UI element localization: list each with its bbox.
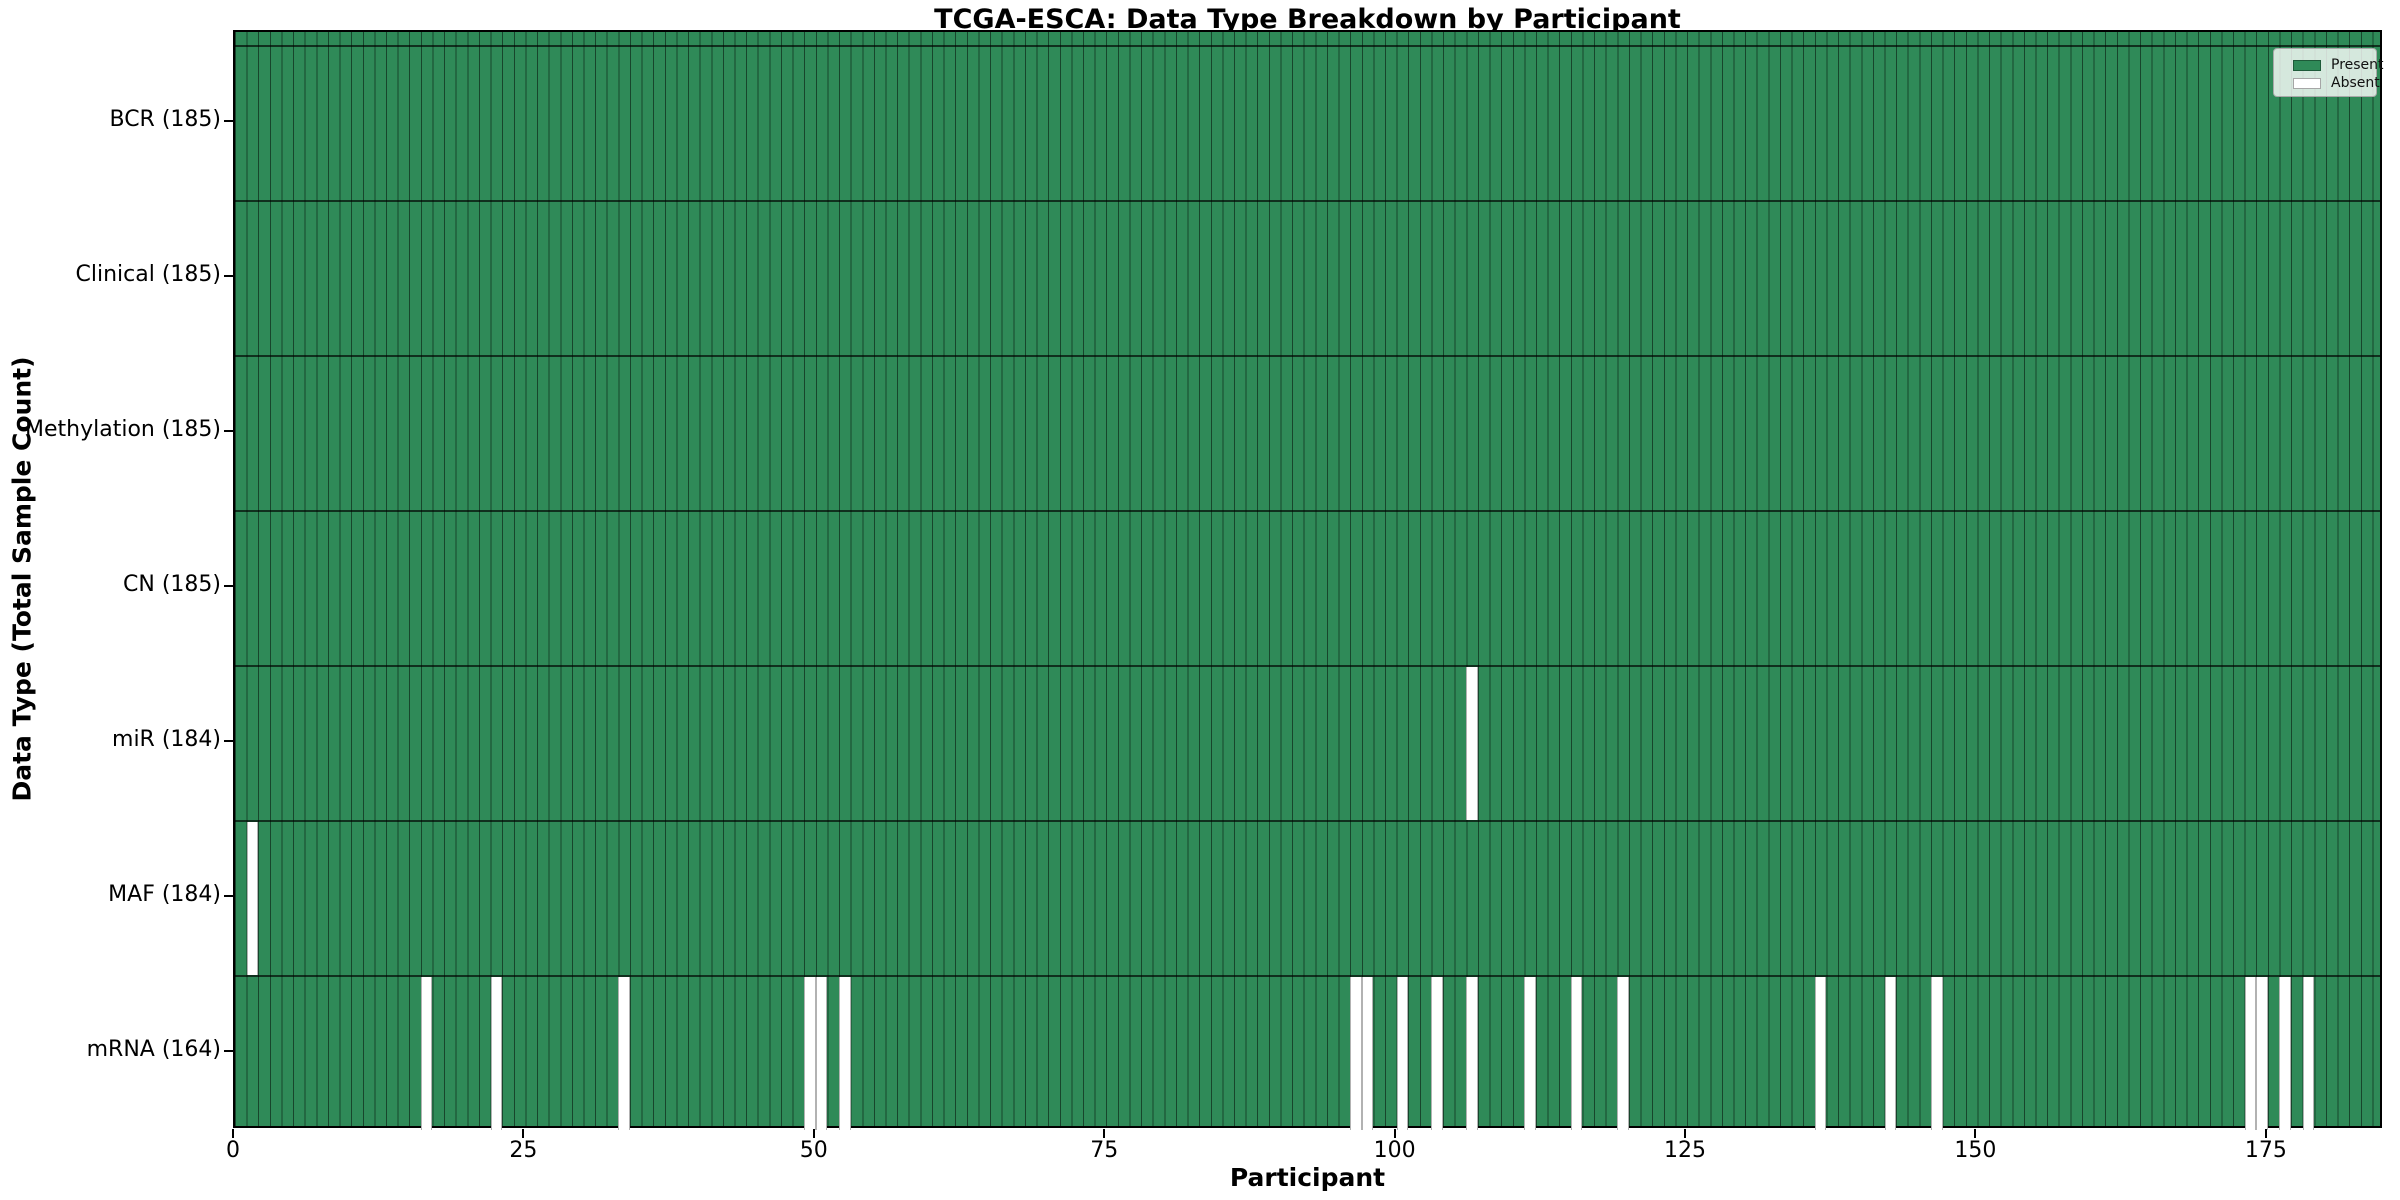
y-tick-label: Methylation (185) [25, 416, 221, 442]
heatmap-rows [235, 45, 2380, 1130]
y-tick-label: MAF (184) [108, 881, 221, 907]
y-tick-mark [224, 584, 233, 587]
x-tick-label: 75 [1090, 1138, 1119, 1163]
y-tick-label: miR (184) [112, 726, 221, 752]
absent-cell [2244, 977, 2257, 1130]
absent-cell [2256, 977, 2268, 1130]
y-tick-mark [224, 1049, 233, 1052]
x-tick-mark [522, 1129, 525, 1138]
row-band-methylation [235, 355, 2380, 510]
x-tick-label: 125 [1664, 1138, 1707, 1163]
legend-entry-absent: Absent [2293, 74, 2380, 92]
y-tick-mark [224, 119, 233, 122]
x-tick-mark [1103, 1129, 1106, 1138]
y-tick-mark [224, 274, 233, 277]
absent-cell [1814, 977, 1827, 1130]
x-axis-title: Participant [1229, 1163, 1386, 1192]
y-tick-label: Clinical (185) [75, 261, 221, 287]
absent-cell [1396, 977, 1409, 1130]
x-tick-mark [1393, 1129, 1396, 1138]
absent-cell [1524, 977, 1536, 1130]
y-tick-mark [224, 739, 233, 742]
row-band-clinical [235, 200, 2380, 355]
row-band-mir [235, 665, 2380, 820]
y-tick-label: mRNA (164) [86, 1036, 221, 1062]
absent-cell [1930, 977, 1943, 1130]
absent-swatch-icon [2293, 77, 2321, 89]
absent-cell [1466, 667, 1478, 820]
absent-cell [1431, 977, 1444, 1130]
legend-label-present: Present [2331, 57, 2384, 73]
row-band-bcr [235, 45, 2380, 200]
row-band-mrna [235, 975, 2380, 1130]
y-tick-label: CN (185) [123, 571, 221, 597]
x-tick-mark [2264, 1129, 2267, 1138]
absent-cell [815, 977, 828, 1130]
y-tick-label: BCR (185) [109, 106, 221, 132]
x-tick-label: 175 [2244, 1138, 2287, 1163]
absent-cell [420, 977, 433, 1130]
x-tick-label: 0 [226, 1138, 240, 1163]
x-tick-mark [812, 1129, 815, 1138]
absent-cell [1617, 977, 1629, 1130]
absent-cell [2279, 977, 2292, 1130]
y-tick-mark [224, 429, 233, 432]
x-tick-label: 50 [799, 1138, 828, 1163]
absent-cell [490, 977, 503, 1130]
row-band-cn [235, 510, 2380, 665]
y-tick-mark [224, 894, 233, 897]
legend-label-absent: Absent [2331, 75, 2380, 91]
x-tick-mark [1974, 1129, 1977, 1138]
present-swatch-icon [2293, 59, 2321, 71]
x-tick-label: 100 [1373, 1138, 1416, 1163]
x-tick-mark [1684, 1129, 1687, 1138]
legend: Present Absent [2273, 48, 2384, 97]
absent-cell [804, 977, 816, 1130]
x-tick-mark [232, 1129, 234, 1138]
plot-area [233, 30, 2382, 1130]
x-tick-label: 150 [1954, 1138, 1997, 1163]
absent-cell [1884, 977, 1897, 1130]
absent-cell [2302, 977, 2315, 1130]
x-tick-label: 25 [509, 1138, 538, 1163]
row-band-maf [235, 820, 2380, 975]
chart-title: TCGA-ESCA: Data Type Breakdown by Partic… [934, 4, 1681, 35]
absent-cell [246, 822, 259, 975]
absent-cell [1466, 977, 1478, 1130]
absent-cell [618, 977, 630, 1130]
absent-cell [1361, 977, 1374, 1130]
absent-cell [839, 977, 851, 1130]
absent-cell [1350, 977, 1362, 1130]
legend-entry-present: Present [2293, 56, 2384, 74]
absent-cell [1570, 977, 1583, 1130]
